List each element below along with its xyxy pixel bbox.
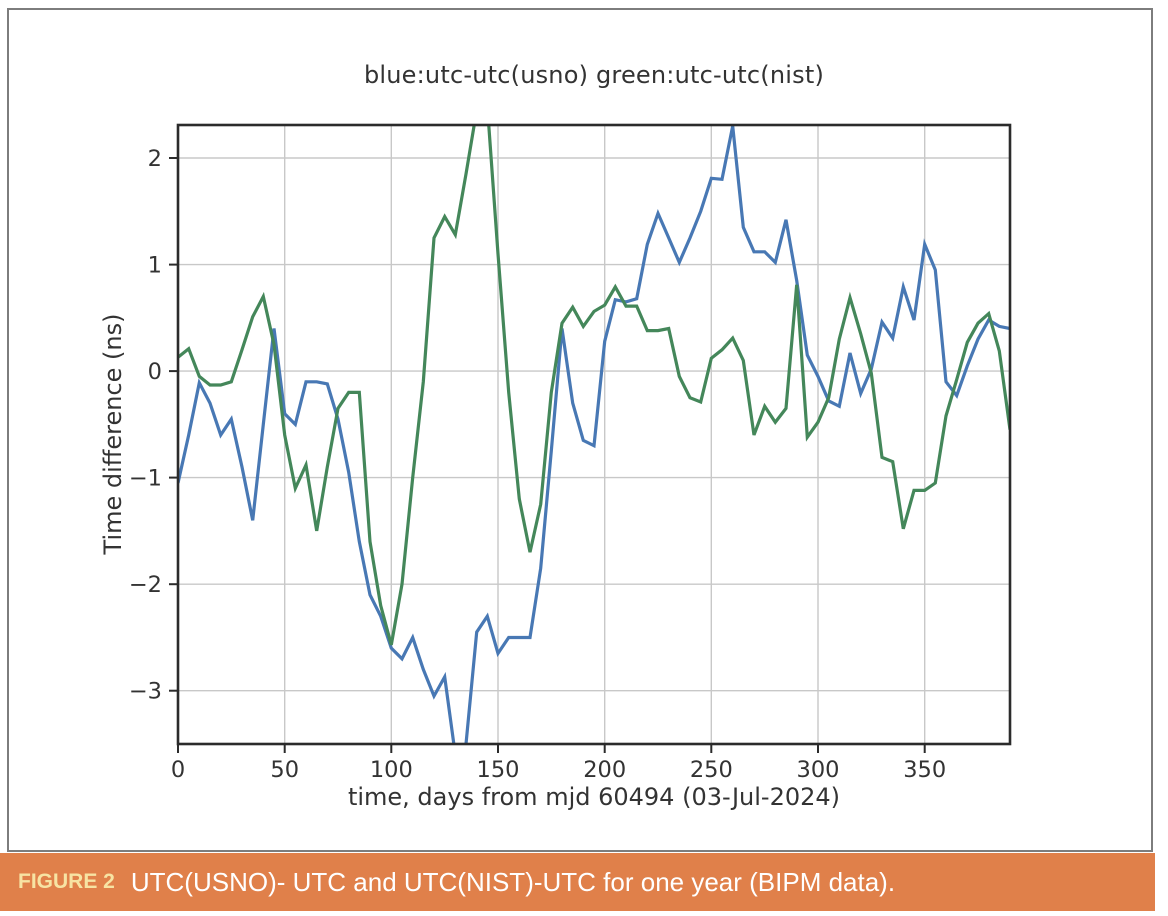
svg-text:100: 100 bbox=[370, 757, 413, 783]
svg-text:0: 0 bbox=[148, 359, 162, 385]
svg-text:150: 150 bbox=[477, 757, 520, 783]
svg-text:1: 1 bbox=[148, 253, 162, 279]
svg-text:250: 250 bbox=[690, 757, 733, 783]
x-tick-labels: 0 50 100 150 200 250 300 350 bbox=[171, 757, 946, 783]
chart-title: blue:utc-utc(usno) green:utc-utc(nist) bbox=[363, 61, 825, 89]
svg-text:350: 350 bbox=[903, 757, 946, 783]
series-line-utc-utc-usno- bbox=[178, 125, 1010, 744]
svg-text:−2: −2 bbox=[129, 572, 162, 598]
x-axis-label: time, days from mjd 60494 (03-Jul-2024) bbox=[347, 783, 841, 811]
plot-border bbox=[176, 123, 1012, 746]
svg-text:−1: −1 bbox=[129, 466, 162, 492]
svg-text:50: 50 bbox=[270, 757, 299, 783]
x-ticks bbox=[177, 744, 926, 753]
figure-caption-bar: FIGURE 2 UTC(USNO)- UTC and UTC(NIST)-UT… bbox=[0, 853, 1155, 911]
svg-text:−3: −3 bbox=[129, 679, 162, 705]
svg-text:2: 2 bbox=[148, 146, 162, 172]
figure-caption-text: UTC(USNO)- UTC and UTC(NIST)-UTC for one… bbox=[130, 866, 896, 897]
y-ticks bbox=[169, 157, 178, 692]
svg-text:300: 300 bbox=[797, 757, 840, 783]
series-line-utc-utc-nist- bbox=[178, 125, 1010, 646]
figure-caption-number: FIGURE 2 bbox=[18, 870, 115, 893]
y-tick-labels: 2 1 0 −1 −2 −3 bbox=[129, 146, 162, 705]
svg-text:0: 0 bbox=[171, 757, 185, 783]
svg-text:200: 200 bbox=[583, 757, 626, 783]
